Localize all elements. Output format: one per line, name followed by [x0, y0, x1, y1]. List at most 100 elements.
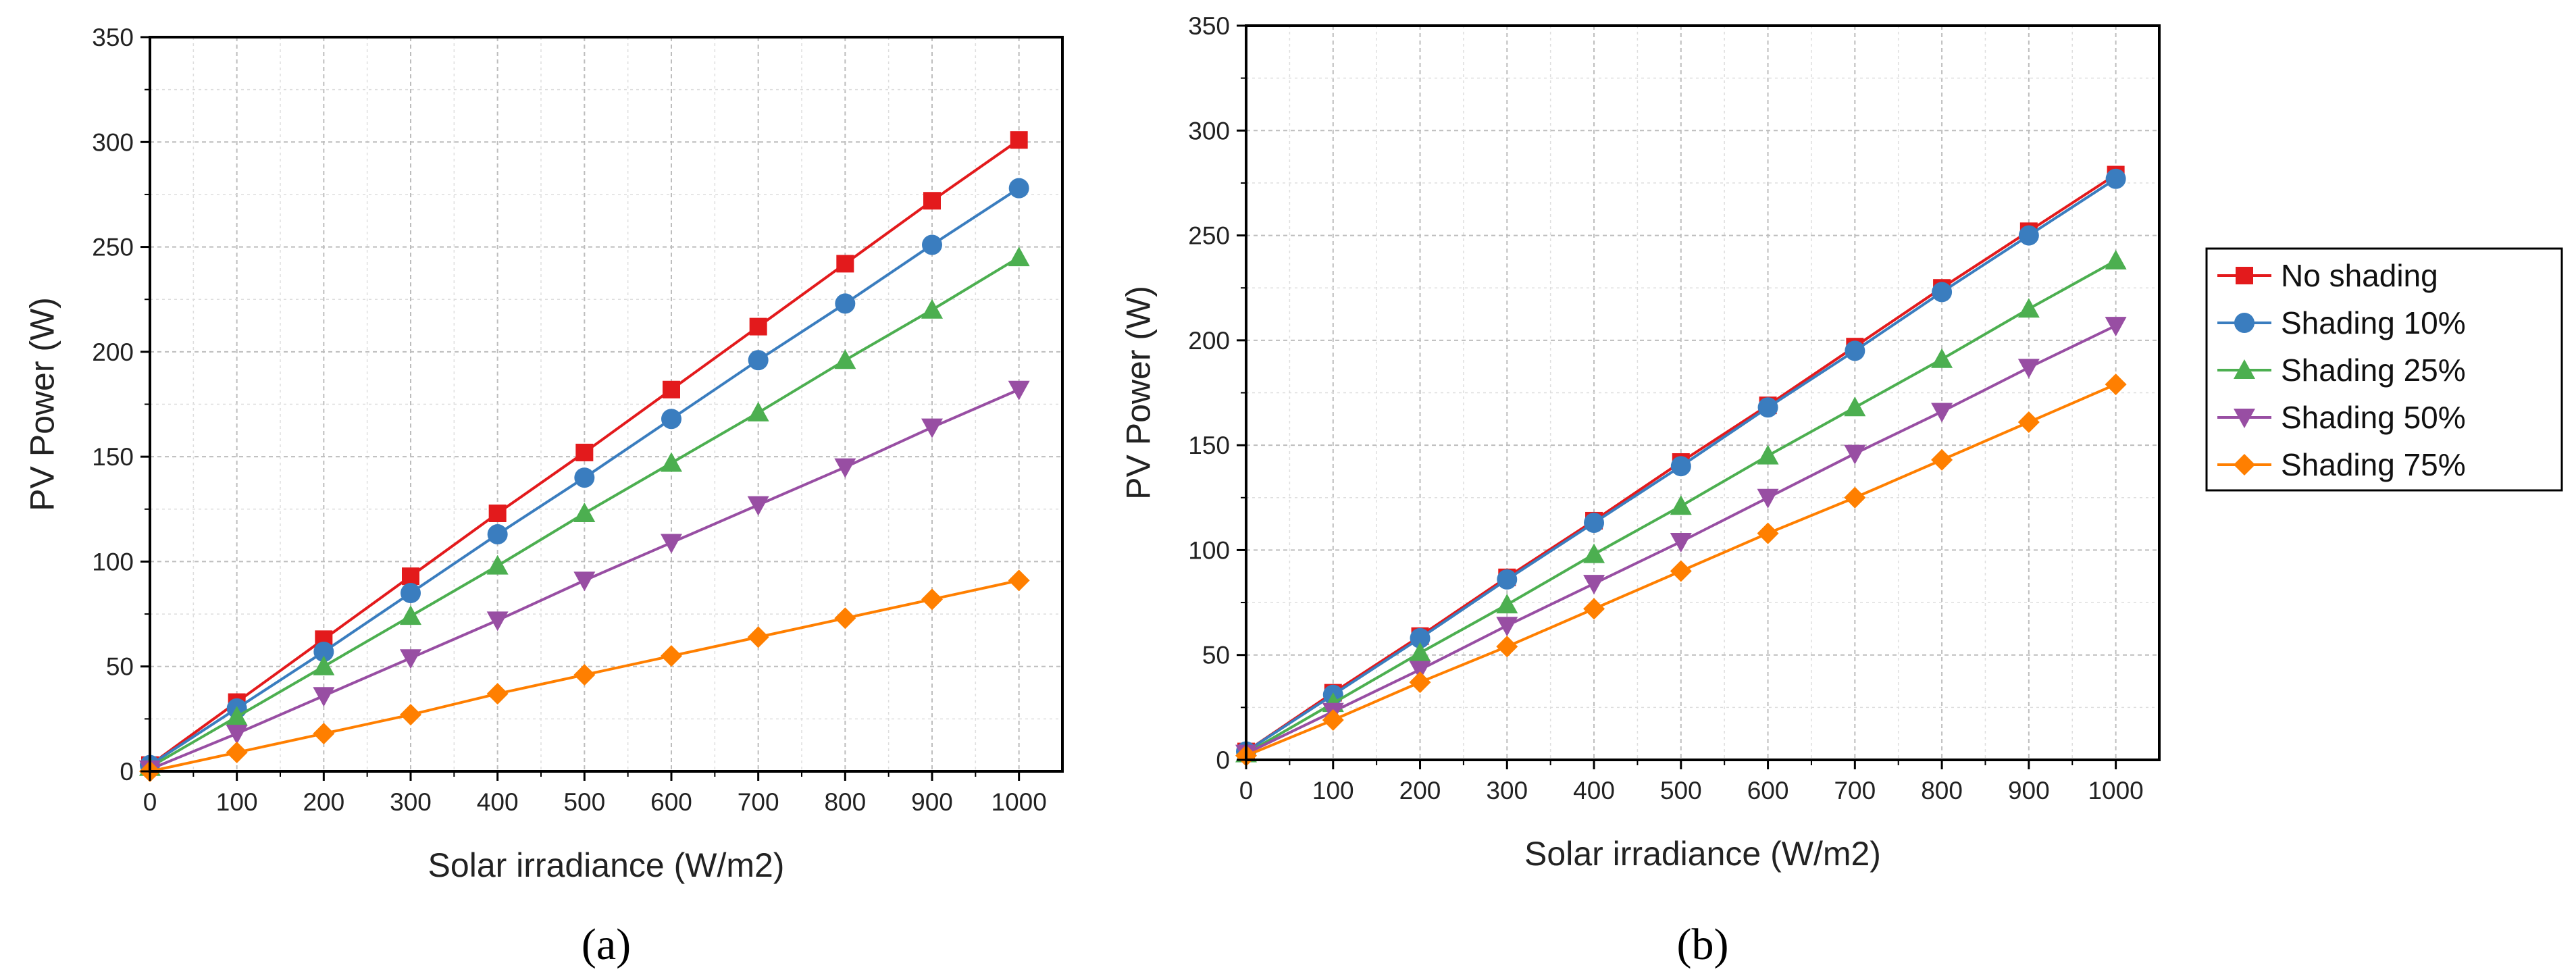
x-tick-label-b: 500 — [1660, 777, 1702, 804]
data-point-a-3 — [747, 496, 769, 516]
data-point-b-3 — [1670, 533, 1692, 553]
data-point-b-1 — [1497, 569, 1518, 590]
data-point-b-3 — [1583, 575, 1605, 595]
data-point-a-3 — [313, 687, 335, 707]
data-point-b-2 — [1409, 642, 1431, 662]
y-tick-label-a: 350 — [92, 24, 134, 51]
data-point-b-2 — [1496, 594, 1518, 614]
y-tick-label-b: 250 — [1188, 222, 1230, 250]
y-tick-label-b: 300 — [1188, 117, 1230, 145]
x-tick-label-a: 400 — [477, 788, 519, 816]
data-point-a-2 — [1008, 247, 1030, 267]
data-point-a-2 — [747, 401, 769, 421]
x-axis-label-b: Solar irradiance (W/m2) — [1524, 835, 1881, 873]
y-axis-label-a: PV Power (W) — [24, 297, 61, 511]
legend: No shading Shading 10% Shading 25% Shading … — [2205, 247, 2563, 492]
data-point-b-3 — [1757, 488, 1779, 509]
legend-marker-1 — [2234, 313, 2255, 333]
x-tick-label-a: 700 — [738, 788, 779, 816]
data-point-a-4 — [573, 664, 596, 686]
data-point-b-3 — [2105, 317, 2127, 337]
grid-a — [150, 37, 1062, 771]
chart-panel-b: 0 100 200 300 400 500 600 700 800 900 1000 0 50 100 15… — [1120, 12, 2161, 969]
data-point-b-3 — [1496, 617, 1518, 637]
data-point-a-3 — [486, 611, 509, 632]
x-tick-label-b: 200 — [1399, 777, 1441, 804]
data-point-a-3 — [226, 725, 248, 745]
data-point-b-3 — [1844, 444, 1866, 465]
data-point-a-1 — [835, 293, 856, 314]
data-point-b-3 — [1931, 403, 1953, 423]
data-point-a-0 — [402, 567, 419, 586]
legend-marker-0 — [2236, 267, 2253, 284]
y-tick-label-b: 0 — [1216, 746, 1230, 774]
data-point-b-1 — [1757, 397, 1778, 418]
data-point-b-1 — [1584, 513, 1605, 534]
x-tick-label-b: 900 — [2008, 777, 2050, 804]
data-point-b-4 — [2105, 374, 2127, 396]
legend-marker-2 — [2234, 359, 2255, 379]
data-point-a-3 — [400, 649, 421, 669]
data-point-a-0 — [575, 443, 594, 461]
data-point-b-3 — [1409, 661, 1431, 681]
data-point-a-1 — [574, 467, 595, 488]
data-point-a-0 — [749, 317, 767, 336]
x-tick-label-a: 300 — [390, 788, 432, 816]
legend-label-4: Shading 75% — [2281, 447, 2466, 482]
data-point-b-1 — [1932, 282, 1953, 303]
data-point-a-0 — [1010, 131, 1028, 149]
data-point-b-1 — [1410, 627, 1431, 648]
data-point-b-2 — [1583, 543, 1605, 563]
x-axis-label-a: Solar irradiance (W/m2) — [428, 846, 785, 884]
data-point-a-4 — [1008, 569, 1030, 592]
data-point-a-2 — [921, 299, 943, 319]
data-point-b-2 — [2017, 298, 2040, 318]
data-point-a-3 — [834, 458, 856, 478]
data-point-b-4 — [1496, 636, 1518, 658]
x-tick-label-a: 600 — [650, 788, 692, 816]
y-axis-label-b: PV Power (W) — [1120, 286, 1158, 500]
data-point-b-4 — [1670, 560, 1692, 582]
chart-panel-a: 0 100 200 300 400 500 600 700 800 900 1000 0 50 100 15… — [24, 24, 1064, 969]
x-tick-label-a: 900 — [911, 788, 953, 816]
x-tick-label-a: 500 — [563, 788, 605, 816]
data-point-a-1 — [401, 583, 421, 604]
y-tick-label-b: 100 — [1188, 536, 1230, 564]
x-tick-label-a: 200 — [303, 788, 344, 816]
x-tick-label-a: 0 — [143, 788, 157, 816]
ticks-a: 0 100 200 300 400 500 600 700 800 900 1000 0 50 100 15… — [92, 24, 1047, 816]
y-tick-label-b: 150 — [1188, 432, 1230, 459]
x-tick-label-a: 1000 — [991, 788, 1047, 816]
data-point-a-4 — [921, 588, 943, 611]
data-point-a-2 — [661, 452, 682, 472]
data-point-b-1 — [2105, 168, 2126, 189]
legend-marker-3 — [2234, 409, 2255, 428]
legend-label-0: No shading — [2281, 258, 2438, 293]
data-point-a-2 — [834, 349, 856, 369]
data-point-b-4 — [1322, 709, 1344, 731]
data-point-b-2 — [2105, 249, 2127, 269]
x-tick-label-b: 1000 — [2088, 777, 2143, 804]
data-point-a-4 — [313, 723, 335, 745]
data-point-a-2 — [573, 502, 596, 522]
y-tick-label-a: 50 — [106, 653, 134, 681]
x-tick-label-b: 800 — [1921, 777, 1963, 804]
data-point-a-3 — [573, 571, 596, 592]
data-point-a-1 — [661, 409, 681, 430]
data-point-b-2 — [1670, 495, 1692, 515]
legend-label-2: Shading 25% — [2281, 353, 2466, 388]
series-b — [1235, 165, 2127, 767]
data-point-a-1 — [487, 524, 508, 545]
y-tick-label-a: 100 — [92, 548, 134, 575]
data-point-a-4 — [747, 626, 769, 648]
x-tick-label-b: 0 — [1239, 777, 1254, 804]
data-point-a-0 — [923, 192, 941, 210]
data-point-a-0 — [663, 380, 680, 399]
legend-marker-4 — [2234, 454, 2255, 476]
x-tick-label-b: 700 — [1834, 777, 1876, 804]
data-point-b-2 — [1931, 348, 1953, 368]
data-point-a-2 — [486, 555, 509, 575]
data-point-a-1 — [313, 641, 334, 662]
x-tick-label-b: 100 — [1312, 777, 1354, 804]
